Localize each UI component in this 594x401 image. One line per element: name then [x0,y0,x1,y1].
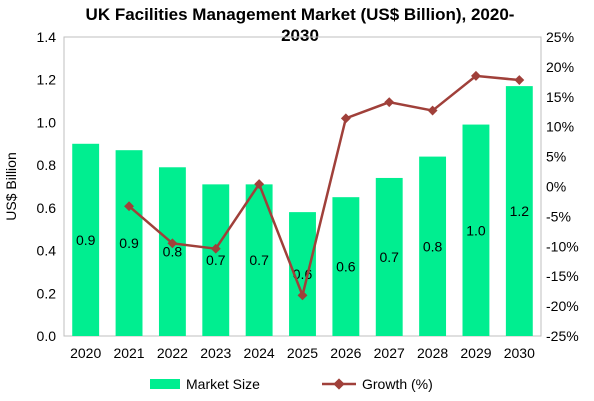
chart-title-line-1: UK Facilities Management Market (US$ Bil… [85,5,515,24]
y-tick-0.4: 0.4 [37,243,57,259]
y2-tick-5%: 5% [546,149,566,165]
y-axis-label: US$ Billion [3,152,19,220]
legend-label-market-size: Market Size [186,376,260,392]
bar-2023 [202,184,230,336]
bar-2026 [332,197,360,336]
y-tick-1.2: 1.2 [37,72,57,88]
growth-point-2027 [384,97,395,108]
y-tick-0.2: 0.2 [37,285,57,301]
y-tick-0.0: 0.0 [37,328,57,344]
bar-label-2020: 0.9 [76,232,96,248]
y-tick-0.6: 0.6 [37,200,57,216]
y2-tick--15%: -15% [546,268,579,284]
x-tick-2027: 2027 [374,345,405,361]
y2-tick--5%: -5% [546,208,571,224]
y2-tick-0%: 0% [546,179,566,195]
growth-point-2021 [124,201,134,212]
growth-line [128,74,520,300]
x-tick-2024: 2024 [244,345,275,361]
bar-2030 [505,86,533,336]
x-tick-2021: 2021 [113,345,144,361]
legend-swatch-market-size [150,379,180,389]
y2-tick-20%: 20% [546,59,574,75]
bar-label-2021: 0.9 [119,235,139,251]
bar-label-2023: 0.7 [206,252,226,268]
growth-point-2025 [297,290,308,301]
chart-title: UK Facilities Management Market (US$ Bil… [40,4,560,46]
y-tick-1.0: 1.0 [37,114,57,130]
x-tick-2023: 2023 [200,345,231,361]
legend: Market Size Growth (%) [0,376,594,396]
bar-label-2024: 0.7 [249,252,269,268]
x-tick-2030: 2030 [504,345,535,361]
y2-tick-25%: 25% [546,29,574,45]
bar-label-2026: 0.6 [336,259,356,275]
bar-2028 [419,156,447,336]
bar-2029 [462,124,490,336]
y2-tick-10%: 10% [546,119,574,135]
bar-2022 [158,167,186,336]
growth-point-2024 [254,179,265,190]
y-tick-0.8: 0.8 [37,157,57,173]
growth-point-2030 [514,75,525,86]
bar-label-2029: 1.0 [466,222,486,238]
legend-line-growth [322,377,356,391]
bar-label-2022: 0.8 [163,244,183,260]
x-tick-2028: 2028 [417,345,448,361]
y2-tick--20%: -20% [546,298,579,314]
x-tick-2020: 2020 [70,345,101,361]
bar-2020 [72,143,100,336]
x-tick-2025: 2025 [287,345,318,361]
y2-tick--10%: -10% [546,238,579,254]
x-tick-2029: 2029 [460,345,491,361]
bar-2021 [115,150,143,336]
legend-label-growth: Growth (%) [362,376,433,392]
x-tick-2026: 2026 [330,345,361,361]
growth-point-2026 [340,113,351,124]
growth-point-2022 [167,238,178,249]
bar-2027 [375,177,403,336]
growth-point-2023 [210,243,221,254]
x-tick-2022: 2022 [157,345,188,361]
y2-tick--25%: -25% [546,328,579,344]
legend-item-growth: Growth (%) [322,376,433,392]
bar-label-2030: 1.2 [510,203,530,219]
bar-label-2027: 0.7 [379,249,399,265]
y2-tick-15%: 15% [546,89,574,105]
legend-item-market-size: Market Size [150,376,260,392]
chart-title-line-2: 2030 [281,26,319,45]
y-tick-1.4: 1.4 [37,29,57,45]
bar-label-2028: 0.8 [423,238,443,254]
